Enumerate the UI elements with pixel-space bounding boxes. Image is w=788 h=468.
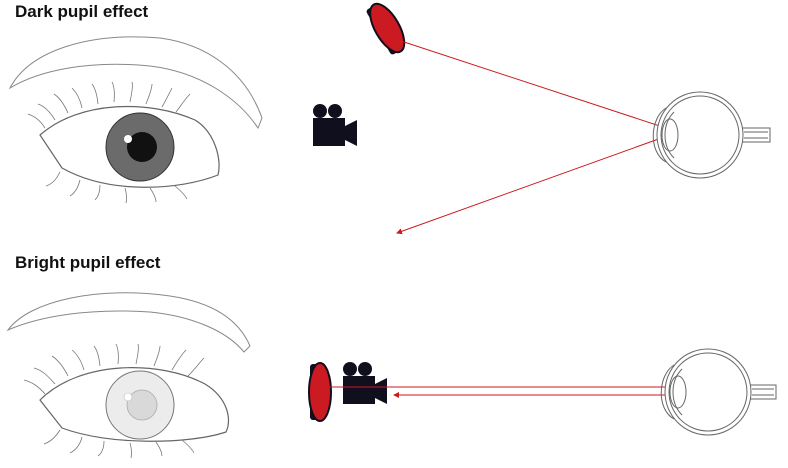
reflection-bright [123, 392, 133, 402]
dark-pupil-title: Dark pupil effect [15, 2, 149, 21]
incident-ray-top [397, 39, 679, 133]
reflection-dark [124, 135, 132, 143]
eye-cross-section-icon [652, 91, 771, 179]
lamp-icon-bottom [308, 362, 332, 422]
eyelashes-bottom [23, 343, 205, 459]
eyebrow-bottom [6, 292, 251, 353]
reflected-ray-top [396, 131, 679, 235]
pupil-dark [127, 132, 157, 162]
bright-pupil-title: Bright pupil effect [15, 253, 161, 272]
pupil-bright [126, 389, 158, 421]
eyebrow-top [8, 36, 263, 130]
eyelashes-top [27, 81, 191, 204]
camera-icon-bottom [343, 362, 387, 404]
lamp-icon [366, 2, 406, 55]
eye-cross-section-bottom [660, 348, 777, 436]
camera-icon [313, 104, 357, 146]
